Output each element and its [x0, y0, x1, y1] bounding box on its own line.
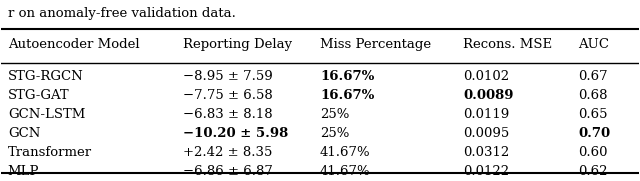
Text: STG-RGCN: STG-RGCN — [8, 70, 83, 83]
Text: 25%: 25% — [320, 108, 349, 121]
Text: MLP: MLP — [8, 165, 39, 178]
Text: 0.0089: 0.0089 — [463, 89, 514, 102]
Text: −6.86 ± 6.87: −6.86 ± 6.87 — [183, 165, 273, 178]
Text: Autoencoder Model: Autoencoder Model — [8, 38, 140, 51]
Text: 0.60: 0.60 — [578, 146, 607, 159]
Text: r on anomaly-free validation data.: r on anomaly-free validation data. — [8, 7, 236, 20]
Text: −6.83 ± 8.18: −6.83 ± 8.18 — [183, 108, 273, 121]
Text: −7.75 ± 6.58: −7.75 ± 6.58 — [183, 89, 273, 102]
Text: 16.67%: 16.67% — [320, 89, 374, 102]
Text: 0.65: 0.65 — [578, 108, 607, 121]
Text: 25%: 25% — [320, 127, 349, 140]
Text: 0.62: 0.62 — [578, 165, 607, 178]
Text: Reporting Delay: Reporting Delay — [183, 38, 292, 51]
Text: 0.68: 0.68 — [578, 89, 607, 102]
Text: 0.70: 0.70 — [578, 127, 610, 140]
Text: −8.95 ± 7.59: −8.95 ± 7.59 — [183, 70, 273, 83]
Text: 41.67%: 41.67% — [320, 165, 371, 178]
Text: GCN-LSTM: GCN-LSTM — [8, 108, 85, 121]
Text: 0.0095: 0.0095 — [463, 127, 509, 140]
Text: 0.67: 0.67 — [578, 70, 608, 83]
Text: −10.20 ± 5.98: −10.20 ± 5.98 — [183, 127, 288, 140]
Text: 41.67%: 41.67% — [320, 146, 371, 159]
Text: Miss Percentage: Miss Percentage — [320, 38, 431, 51]
Text: +2.42 ± 8.35: +2.42 ± 8.35 — [183, 146, 273, 159]
Text: GCN: GCN — [8, 127, 40, 140]
Text: 16.67%: 16.67% — [320, 70, 374, 83]
Text: STG-GAT: STG-GAT — [8, 89, 69, 102]
Text: Recons. MSE: Recons. MSE — [463, 38, 552, 51]
Text: AUC: AUC — [578, 38, 609, 51]
Text: Transformer: Transformer — [8, 146, 92, 159]
Text: 0.0122: 0.0122 — [463, 165, 509, 178]
Text: 0.0312: 0.0312 — [463, 146, 509, 159]
Text: 0.0102: 0.0102 — [463, 70, 509, 83]
Text: 0.0119: 0.0119 — [463, 108, 509, 121]
